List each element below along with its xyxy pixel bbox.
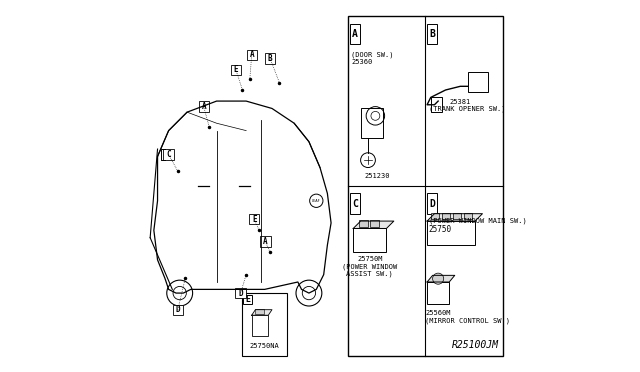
Text: D: D bbox=[175, 305, 180, 314]
Bar bbox=[427, 221, 475, 245]
Bar bbox=[360, 109, 383, 138]
Text: 25560M: 25560M bbox=[425, 310, 451, 316]
FancyBboxPatch shape bbox=[236, 288, 246, 298]
Bar bbox=[252, 315, 268, 336]
Text: A: A bbox=[250, 51, 254, 60]
Polygon shape bbox=[427, 275, 455, 282]
Text: D: D bbox=[429, 199, 435, 209]
Text: A: A bbox=[202, 102, 206, 111]
FancyBboxPatch shape bbox=[265, 54, 275, 64]
Text: LEAF: LEAF bbox=[312, 199, 321, 203]
Text: 25381: 25381 bbox=[449, 99, 470, 105]
Text: B: B bbox=[268, 54, 273, 63]
Text: 25750M: 25750M bbox=[357, 256, 383, 262]
FancyBboxPatch shape bbox=[173, 305, 183, 315]
Polygon shape bbox=[353, 221, 394, 228]
Text: R25100JM: R25100JM bbox=[452, 340, 499, 350]
Text: E: E bbox=[246, 295, 250, 304]
Bar bbox=[348, 16, 503, 356]
Text: 251230: 251230 bbox=[364, 173, 390, 179]
Bar bbox=[468, 71, 488, 92]
Text: ASSIST SW.): ASSIST SW.) bbox=[346, 271, 393, 278]
Text: (TRANK OPENER SW.): (TRANK OPENER SW.) bbox=[429, 106, 506, 112]
Polygon shape bbox=[252, 310, 272, 315]
FancyBboxPatch shape bbox=[230, 64, 241, 75]
Bar bbox=[353, 228, 387, 253]
Bar bbox=[359, 220, 368, 227]
Bar bbox=[453, 212, 461, 219]
Text: C: C bbox=[166, 150, 171, 159]
FancyBboxPatch shape bbox=[163, 150, 174, 160]
Text: 25750NA: 25750NA bbox=[250, 343, 280, 349]
Bar bbox=[370, 220, 379, 227]
Bar bbox=[255, 309, 264, 314]
Text: A: A bbox=[352, 29, 358, 39]
Bar bbox=[464, 212, 472, 219]
Text: (POWER WINDOW MAIN SW.): (POWER WINDOW MAIN SW.) bbox=[429, 217, 527, 224]
FancyBboxPatch shape bbox=[260, 236, 271, 247]
Text: (MIRROR CONTROL SW.): (MIRROR CONTROL SW.) bbox=[425, 317, 510, 324]
Text: E: E bbox=[252, 215, 257, 224]
Text: C: C bbox=[352, 199, 358, 209]
Bar bbox=[442, 212, 450, 219]
Polygon shape bbox=[427, 214, 483, 221]
Text: B: B bbox=[429, 29, 435, 39]
Text: 25750: 25750 bbox=[429, 225, 452, 234]
Bar bbox=[431, 212, 439, 219]
Text: A: A bbox=[263, 237, 268, 246]
Bar bbox=[427, 282, 449, 304]
Circle shape bbox=[433, 273, 444, 284]
FancyBboxPatch shape bbox=[249, 214, 259, 224]
Text: (DOOR SW.): (DOOR SW.) bbox=[351, 51, 394, 58]
Bar bbox=[243, 293, 287, 356]
Text: (POWER WINDOW: (POWER WINDOW bbox=[342, 263, 397, 270]
Bar bbox=[431, 97, 442, 112]
Text: D: D bbox=[238, 289, 243, 298]
Text: E: E bbox=[234, 65, 238, 74]
FancyBboxPatch shape bbox=[246, 50, 257, 60]
Text: 25360: 25360 bbox=[351, 59, 372, 65]
FancyBboxPatch shape bbox=[198, 102, 209, 112]
